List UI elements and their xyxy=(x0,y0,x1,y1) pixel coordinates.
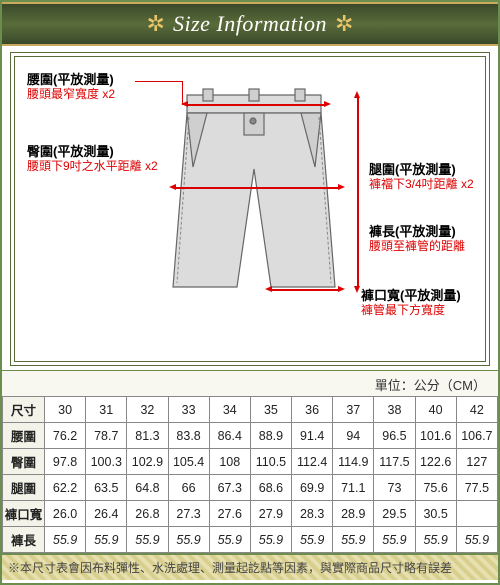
thigh-title: 腿圍(平放測量) xyxy=(369,163,474,178)
table-size-col: 33 xyxy=(168,397,209,423)
table-size-col: 32 xyxy=(127,397,168,423)
table-cell: 55.9 xyxy=(127,527,168,553)
table-cell: 55.9 xyxy=(168,527,209,553)
table-cell: 78.7 xyxy=(86,423,127,449)
hem-arrow xyxy=(271,289,339,291)
waist-title: 腰圍(平放測量) xyxy=(27,73,115,88)
length-arrow xyxy=(357,97,359,287)
table-cell: 106.7 xyxy=(456,423,497,449)
table-cell: 102.9 xyxy=(127,449,168,475)
table-header-rowlabel: 尺寸 xyxy=(3,397,45,423)
length-title: 褲長(平放測量) xyxy=(369,225,465,240)
table-row-header: 臀圍 xyxy=(3,449,45,475)
table-cell: 77.5 xyxy=(456,475,497,501)
table-cell: 55.9 xyxy=(86,527,127,553)
table-size-col: 38 xyxy=(374,397,415,423)
table-cell: 29.5 xyxy=(374,501,415,527)
table-cell: 28.3 xyxy=(292,501,333,527)
table-cell: 114.9 xyxy=(333,449,374,475)
waist-leader xyxy=(135,81,183,105)
table-cell: 127 xyxy=(456,449,497,475)
table-cell: 55.9 xyxy=(45,527,86,553)
table-cell: 62.2 xyxy=(45,475,86,501)
waist-sub: 腰頭最窄寬度 x2 xyxy=(27,88,115,102)
table-cell: 122.6 xyxy=(415,449,456,475)
table-cell: 55.9 xyxy=(415,527,456,553)
length-sub: 腰頭至褲管的距離 xyxy=(369,240,465,254)
table-cell: 91.4 xyxy=(292,423,333,449)
table-cell: 27.9 xyxy=(250,501,291,527)
hip-arrow xyxy=(175,187,339,189)
table-cell: 100.3 xyxy=(86,449,127,475)
table-cell: 26.8 xyxy=(127,501,168,527)
table-cell: 55.9 xyxy=(374,527,415,553)
table-cell: 73 xyxy=(374,475,415,501)
table-cell: 86.4 xyxy=(209,423,250,449)
hip-title: 臀圍(平放測量) xyxy=(27,145,158,160)
table-cell: 108 xyxy=(209,449,250,475)
table-size-col: 40 xyxy=(415,397,456,423)
table-cell: 66 xyxy=(168,475,209,501)
table-cell: 27.6 xyxy=(209,501,250,527)
table-cell: 64.8 xyxy=(127,475,168,501)
rosette-right-icon: ✲ xyxy=(335,11,353,37)
table-cell: 69.9 xyxy=(292,475,333,501)
table-cell: 81.3 xyxy=(127,423,168,449)
hem-sub: 褲管最下方寬度 xyxy=(361,304,461,318)
waist-arrow xyxy=(187,104,325,106)
table-size-col: 37 xyxy=(333,397,374,423)
table-cell: 96.5 xyxy=(374,423,415,449)
table-cell: 55.9 xyxy=(209,527,250,553)
shorts-illustration xyxy=(149,77,359,317)
table-cell: 55.9 xyxy=(292,527,333,553)
table-cell: 117.5 xyxy=(374,449,415,475)
hip-sub: 腰頭下9吋之水平距離 x2 xyxy=(27,160,158,174)
table-cell: 30.5 xyxy=(415,501,456,527)
table-cell: 105.4 xyxy=(168,449,209,475)
table-cell: 101.6 xyxy=(415,423,456,449)
table-cell: 63.5 xyxy=(86,475,127,501)
unit-label: 單位：公分（CM） xyxy=(2,370,498,396)
footnote: ※本尺寸表會因布料彈性、水洗處理、測量起訖點等因素，與實際商品尺寸略有誤差 xyxy=(2,553,498,580)
table-cell: 83.8 xyxy=(168,423,209,449)
table-cell: 110.5 xyxy=(250,449,291,475)
table-cell: 71.1 xyxy=(333,475,374,501)
table-cell: 55.9 xyxy=(456,527,497,553)
rosette-left-icon: ✲ xyxy=(147,11,165,37)
header-title: Size Information xyxy=(173,11,327,37)
table-cell: 55.9 xyxy=(333,527,374,553)
table-cell: 112.4 xyxy=(292,449,333,475)
table-cell: 67.3 xyxy=(209,475,250,501)
thigh-sub: 褲襠下3/4吋距離 x2 xyxy=(369,178,474,192)
table-row-header: 腿圍 xyxy=(3,475,45,501)
table-cell: 68.6 xyxy=(250,475,291,501)
table-cell xyxy=(456,501,497,527)
table-row-header: 腰圍 xyxy=(3,423,45,449)
table-cell: 94 xyxy=(333,423,374,449)
header-band: ✲ Size Information ✲ xyxy=(2,2,498,46)
table-cell: 76.2 xyxy=(45,423,86,449)
diagram-frame: 腰圍(平放測量) 腰頭最窄寬度 x2 臀圍(平放測量) 腰頭下9吋之水平距離 x… xyxy=(10,52,490,366)
table-size-col: 36 xyxy=(292,397,333,423)
table-row-header: 褲長 xyxy=(3,527,45,553)
table-cell: 27.3 xyxy=(168,501,209,527)
hem-title: 褲口寬(平放測量) xyxy=(361,289,461,304)
table-cell: 88.9 xyxy=(250,423,291,449)
table-cell: 55.9 xyxy=(250,527,291,553)
table-size-col: 31 xyxy=(86,397,127,423)
table-size-col: 35 xyxy=(250,397,291,423)
table-cell: 75.6 xyxy=(415,475,456,501)
table-size-col: 42 xyxy=(456,397,497,423)
table-row-header: 褲口寬 xyxy=(3,501,45,527)
size-table: 尺寸3031323334353637384042 腰圍76.278.781.383… xyxy=(2,396,498,553)
table-cell: 26.4 xyxy=(86,501,127,527)
table-cell: 26.0 xyxy=(45,501,86,527)
table-cell: 97.8 xyxy=(45,449,86,475)
table-cell: 28.9 xyxy=(333,501,374,527)
table-size-col: 34 xyxy=(209,397,250,423)
table-size-col: 30 xyxy=(45,397,86,423)
